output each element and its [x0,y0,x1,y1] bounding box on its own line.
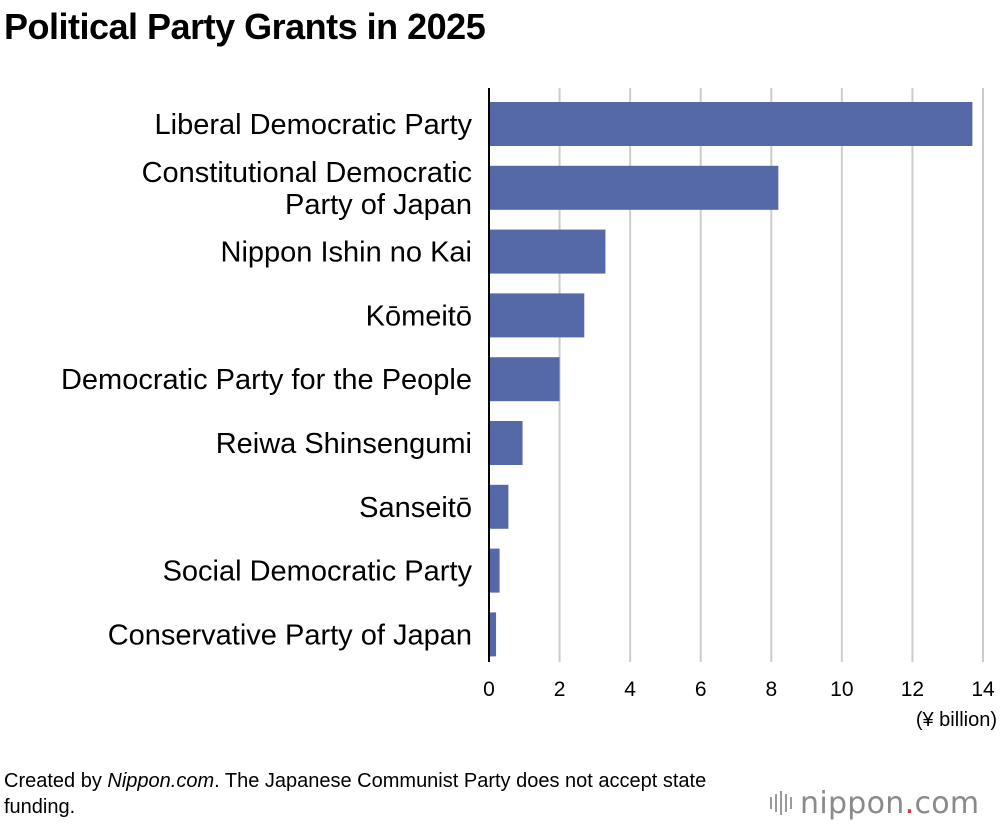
footnote-prefix: Created by [4,770,108,792]
logo-bars-icon [770,791,792,815]
x-tick-label: 6 [695,678,707,701]
x-tick-label: 10 [830,678,853,701]
footnote-source: Nippon.com [107,770,215,792]
category-label: Social Democratic Party [163,556,473,588]
category-label: Party of Japan [285,189,472,221]
x-tick-label: 0 [483,678,495,701]
x-tick-labels: 0 2 4 6 8 10 12 14 [483,678,995,701]
logo-word: nippon [800,785,905,821]
x-tick-label: 4 [624,678,636,701]
category-label: Constitutional Democratic [142,157,472,189]
x-tick-label: 8 [765,678,777,701]
category-label: Nippon Ishin no Kai [221,237,473,269]
category-label: Kōmeitō [366,300,472,332]
bar-chart: Liberal Democratic Party Constitutional D… [61,88,997,731]
bar [489,102,973,146]
nippon-logo: nippon.com [770,786,979,821]
bar [489,165,779,210]
bar [489,229,606,274]
chart-title: Political Party Grants in 2025 [4,6,486,47]
bar [489,548,500,593]
category-label: Sanseitō [359,492,472,524]
logo-wordmark: nippon.com [800,786,979,821]
footnote: Created by Nippon.com. The Japanese Comm… [4,768,764,820]
x-tick-label: 14 [971,678,995,701]
x-tick-label: 2 [554,678,566,701]
x-tick-label: 12 [901,678,924,701]
logo-tld: com [914,785,980,821]
footnote-text: . The Japanese Communist Party does not … [4,770,707,818]
bar [489,421,523,465]
bar [489,357,560,402]
category-label: Liberal Democratic Party [155,109,473,141]
logo-dot: . [904,785,915,821]
category-label: Democratic Party for the People [61,364,472,396]
x-axis-label: (¥ billion) [916,709,997,731]
bar [489,612,497,657]
category-label: Conservative Party of Japan [108,619,472,651]
category-label: Reiwa Shinsengumi [216,428,472,460]
bars [489,102,973,657]
category-labels: Liberal Democratic Party Constitutional D… [61,109,473,651]
bar [489,293,585,338]
bar [489,484,509,529]
